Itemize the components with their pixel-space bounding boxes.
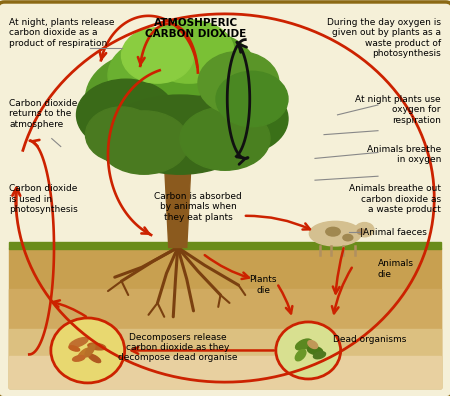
Text: Dead organisms: Dead organisms (333, 335, 406, 344)
Text: ATMOSHPERIC
CARBON DIOXIDE: ATMOSHPERIC CARBON DIOXIDE (145, 18, 247, 40)
Ellipse shape (310, 221, 361, 246)
Ellipse shape (153, 59, 279, 147)
Text: Animals breathe
in oxygen: Animals breathe in oxygen (367, 145, 441, 164)
Ellipse shape (99, 111, 189, 174)
Bar (9, 12, 441, 242)
Ellipse shape (108, 95, 252, 166)
Ellipse shape (86, 51, 212, 147)
Ellipse shape (216, 71, 288, 127)
Text: Carbon is absorbed
by animals when
they eat plants: Carbon is absorbed by animals when they … (154, 192, 242, 222)
Ellipse shape (180, 107, 270, 170)
Ellipse shape (148, 32, 256, 111)
Text: Carbon dioxide
is used in
photosynthesis: Carbon dioxide is used in photosynthesis (9, 184, 78, 214)
Ellipse shape (88, 343, 106, 350)
Ellipse shape (77, 348, 89, 360)
Bar (9, 242, 441, 249)
Ellipse shape (357, 229, 365, 234)
Text: Carbon dioxide
returns to the
atmosphere: Carbon dioxide returns to the atmosphere (9, 99, 77, 129)
Ellipse shape (189, 83, 288, 154)
Ellipse shape (72, 356, 85, 361)
Ellipse shape (88, 354, 101, 363)
Ellipse shape (76, 79, 176, 150)
Ellipse shape (69, 346, 80, 351)
Text: Animals
die: Animals die (378, 259, 414, 279)
Ellipse shape (314, 352, 325, 359)
Polygon shape (164, 158, 191, 248)
Ellipse shape (69, 337, 88, 348)
Ellipse shape (355, 223, 374, 237)
Ellipse shape (307, 346, 323, 355)
Ellipse shape (108, 36, 225, 115)
Ellipse shape (295, 350, 306, 361)
Circle shape (51, 318, 125, 383)
Text: Plants
die: Plants die (249, 275, 277, 295)
Bar (9, 248, 441, 388)
Bar (9, 329, 441, 388)
Bar (9, 356, 441, 388)
Text: During the day oxygen is
given out by plants as a
waste product of
photosynthesi: During the day oxygen is given out by pl… (327, 18, 441, 58)
Ellipse shape (90, 48, 270, 174)
Ellipse shape (198, 51, 279, 115)
Text: Animals breathe out
carbon dioxide as
a waste product: Animals breathe out carbon dioxide as a … (349, 184, 441, 214)
Ellipse shape (85, 344, 95, 357)
Ellipse shape (343, 234, 353, 241)
Ellipse shape (296, 339, 312, 350)
Ellipse shape (144, 20, 234, 83)
Circle shape (276, 322, 341, 379)
Ellipse shape (86, 107, 158, 162)
Text: Decomposers release
carbon dioxide as they
decompose dead organise: Decomposers release carbon dioxide as th… (118, 333, 238, 362)
Ellipse shape (326, 227, 340, 236)
Bar (9, 289, 441, 388)
Text: At night, plants release
carbon dioxide as a
product of respiration: At night, plants release carbon dioxide … (9, 18, 114, 48)
Text: |Animal faeces: |Animal faeces (360, 228, 427, 237)
Ellipse shape (308, 341, 318, 348)
Text: At night plants use
oxygen for
respiration: At night plants use oxygen for respirati… (356, 95, 441, 125)
Ellipse shape (122, 28, 194, 83)
